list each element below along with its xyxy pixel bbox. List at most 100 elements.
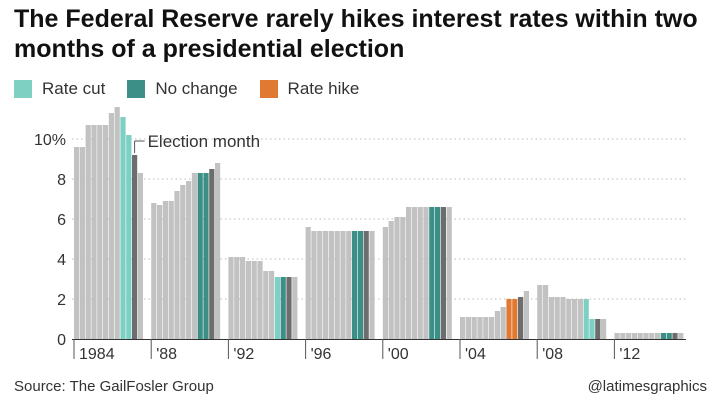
bar (500, 307, 506, 339)
bar (666, 333, 672, 339)
bar (435, 207, 441, 339)
bar (103, 125, 109, 339)
bar (363, 231, 369, 339)
bar (240, 257, 246, 339)
chart-title: The Federal Reserve rarely hikes interes… (14, 5, 698, 63)
bar (440, 207, 446, 339)
bar (577, 299, 583, 339)
x-tick-label: '12 (619, 346, 640, 363)
bar (589, 319, 595, 339)
bar (91, 125, 97, 339)
legend-label-rate-hike: Rate hike (287, 79, 360, 98)
bar (595, 319, 601, 339)
bar (572, 299, 578, 339)
bar (269, 271, 275, 339)
bar (328, 231, 334, 339)
legend-swatch-rate-cut (14, 80, 32, 98)
bar (512, 299, 518, 339)
bar (494, 311, 500, 339)
bar (489, 317, 495, 339)
y-tick-label: 8 (57, 172, 66, 189)
bar (132, 155, 138, 339)
y-tick-label: 6 (57, 212, 66, 229)
y-tick-label: 4 (57, 252, 66, 269)
legend-item-no-change: No change (127, 79, 238, 99)
legend-item-rate-hike: Rate hike (259, 79, 360, 99)
bar (197, 173, 203, 339)
bar (286, 277, 292, 339)
bar (537, 285, 543, 339)
legend: Rate cut No change Rate hike (14, 78, 381, 100)
legend-swatch-no-change (127, 80, 146, 98)
source-note: Source: The GailFosler Group (14, 378, 214, 395)
credit-note: @latimesgraphics (587, 378, 707, 395)
legend-label-no-change: No change (155, 79, 238, 98)
bar (460, 317, 466, 339)
bar (560, 297, 566, 339)
bar (518, 297, 524, 339)
x-tick-label: '92 (233, 346, 254, 363)
bar (346, 231, 352, 339)
bar (263, 271, 269, 339)
y-tick-label: 0 (57, 332, 66, 349)
bar (382, 227, 388, 339)
bar (323, 231, 329, 339)
annotation-election-month: Election month (148, 132, 260, 151)
bar (114, 107, 120, 339)
bar (274, 277, 280, 339)
bar (180, 185, 186, 339)
bar (108, 113, 114, 339)
bar (543, 285, 549, 339)
bar (649, 333, 655, 339)
bar (215, 163, 221, 339)
bar (85, 125, 91, 339)
bar (626, 333, 632, 339)
bar (672, 333, 678, 339)
chart-plot: 0 2 4 6 8 10% 1984 '88 '92 '96 '00 '04 '08 '12 Electio… (34, 107, 686, 363)
x-tick-label: '00 (388, 346, 409, 363)
bar (601, 319, 607, 339)
bar (174, 191, 180, 339)
bar (660, 333, 666, 339)
bar (655, 333, 661, 339)
bar (429, 207, 435, 339)
bar (79, 147, 85, 339)
bar (257, 261, 263, 339)
bar (317, 231, 323, 339)
bar (583, 299, 589, 339)
bar (137, 173, 143, 339)
bar (97, 125, 103, 339)
bar (340, 231, 346, 339)
bar (417, 207, 423, 339)
bar (228, 257, 234, 339)
x-tick-label: '88 (156, 346, 177, 363)
bar (120, 117, 126, 339)
bar (477, 317, 483, 339)
legend-swatch-rate-hike (259, 80, 278, 98)
bar (357, 231, 363, 339)
y-tick-label: 10% (34, 132, 66, 149)
legend-label-rate-cut: Rate cut (42, 79, 106, 98)
bar (191, 173, 197, 339)
bar (209, 169, 215, 339)
bar (465, 317, 471, 339)
bar (483, 317, 489, 339)
bar (157, 205, 163, 339)
bar (523, 291, 529, 339)
bar (678, 333, 684, 339)
bar (566, 299, 572, 339)
bar (637, 333, 643, 339)
bar (280, 277, 286, 339)
bar (369, 231, 375, 339)
x-tick-label: '08 (542, 346, 563, 363)
bar (506, 299, 512, 339)
bar (620, 333, 626, 339)
bar (394, 217, 400, 339)
bar (186, 181, 192, 339)
bar (311, 231, 317, 339)
legend-item-rate-cut: Rate cut (14, 79, 105, 99)
bar (548, 297, 554, 339)
bar (446, 207, 452, 339)
bar (388, 221, 394, 339)
bar (203, 173, 209, 339)
